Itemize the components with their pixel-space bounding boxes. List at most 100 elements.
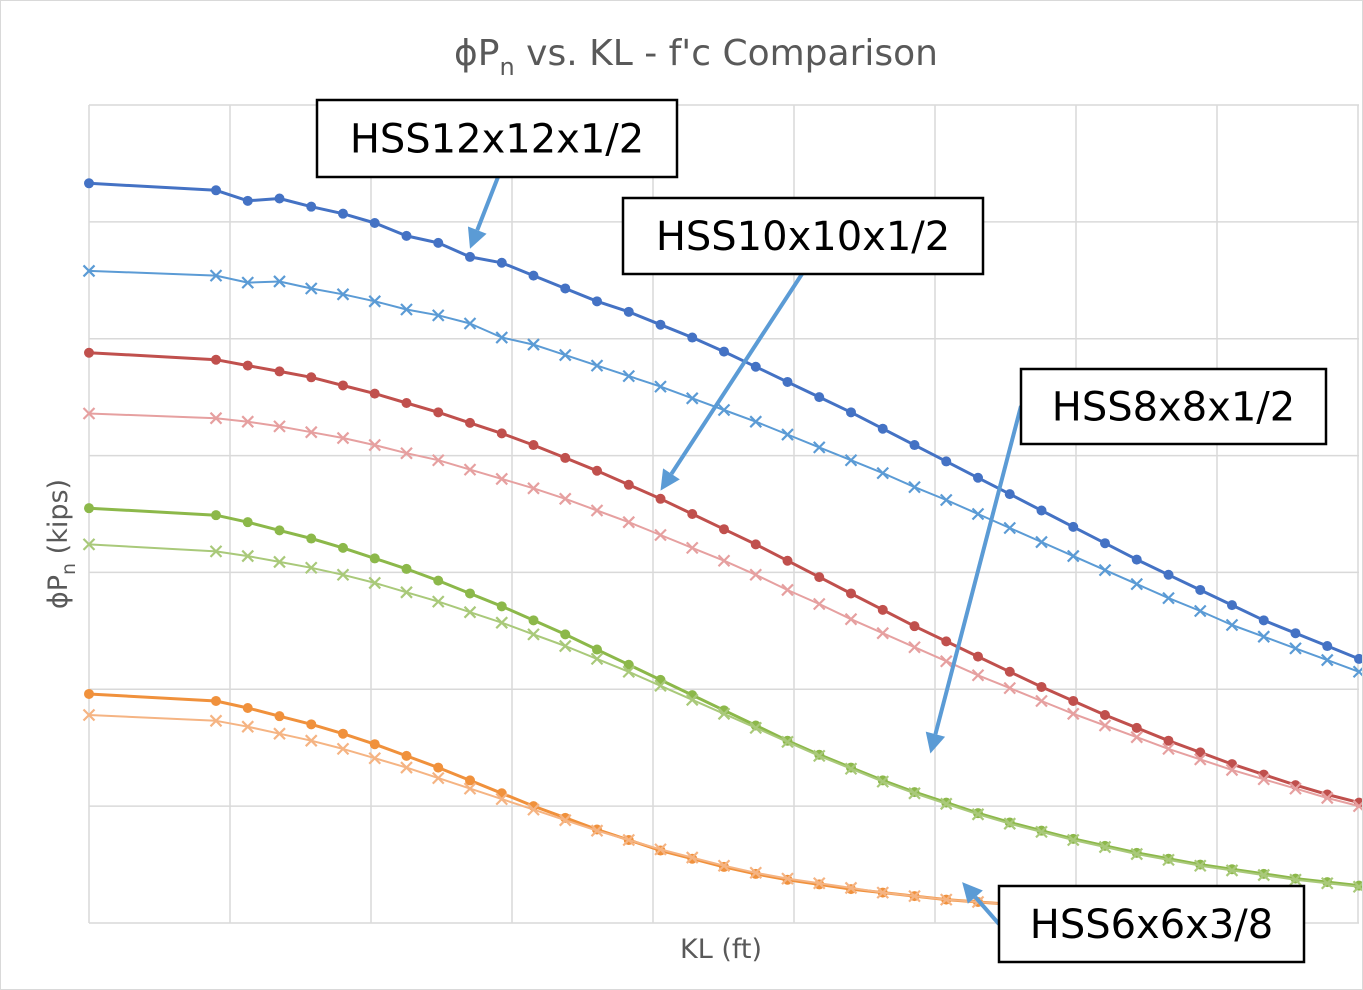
data-point	[400, 586, 413, 599]
data-point	[336, 431, 350, 445]
data-point	[336, 742, 350, 756]
data-point	[82, 538, 96, 551]
data-point	[622, 665, 636, 679]
annotation-arrow-head	[962, 882, 983, 904]
data-point	[844, 762, 858, 776]
data-point	[939, 493, 953, 507]
data-point	[304, 425, 318, 439]
data-point	[274, 711, 285, 722]
series-hss10x10x1-2-dot	[84, 347, 1362, 808]
annotation-label: HSS8x8x1/2	[1052, 385, 1295, 431]
data-point	[876, 775, 890, 788]
data-point	[1035, 694, 1048, 708]
annotation-arrows	[467, 176, 1023, 926]
data-point	[622, 833, 636, 847]
data-point	[241, 549, 255, 563]
data-point	[846, 407, 856, 418]
data-point	[877, 604, 888, 615]
data-point	[1131, 554, 1142, 565]
annotation-callout: HSS12x12x1/2	[315, 98, 679, 179]
chart-title-main: ϕP	[454, 33, 499, 74]
data-point	[400, 303, 413, 316]
data-point	[908, 889, 921, 903]
data-point	[654, 843, 667, 856]
annotation-box	[1019, 367, 1328, 446]
data-point	[1066, 707, 1080, 721]
data-point	[431, 771, 445, 785]
data-point	[844, 453, 858, 467]
data-point	[528, 615, 539, 626]
data-point	[368, 576, 382, 590]
data-point	[401, 750, 412, 761]
data-point	[685, 392, 699, 405]
data-point	[1130, 577, 1144, 591]
data-point	[465, 417, 475, 428]
data-point	[685, 851, 699, 864]
data-point	[558, 348, 572, 362]
data-point	[431, 595, 445, 608]
data-point	[654, 679, 667, 693]
data-point	[1004, 489, 1015, 500]
data-point	[368, 295, 382, 308]
data-point	[463, 605, 477, 619]
annotation-arrow-head	[467, 226, 487, 249]
data-point	[306, 533, 317, 544]
data-point	[1257, 772, 1271, 786]
data-point	[1352, 880, 1362, 894]
data-point	[654, 380, 667, 393]
data-point	[846, 588, 856, 599]
data-point	[592, 644, 602, 655]
data-point	[209, 269, 223, 282]
data-point	[1162, 742, 1175, 756]
data-point	[306, 201, 317, 212]
data-point	[1289, 642, 1302, 655]
data-point	[495, 616, 509, 629]
data-point	[590, 652, 604, 666]
data-point	[623, 659, 634, 670]
data-point	[844, 881, 858, 895]
data-point	[1290, 628, 1301, 639]
data-point	[1193, 753, 1207, 766]
data-point	[368, 438, 382, 452]
annotation-callout: HSS6x6x3/8	[997, 884, 1306, 964]
data-point	[622, 369, 636, 383]
data-point	[844, 612, 858, 626]
data-point	[1003, 681, 1017, 695]
data-point	[465, 588, 475, 599]
data-point	[465, 775, 475, 786]
data-point	[781, 872, 794, 885]
data-point	[782, 376, 793, 387]
data-point	[1257, 630, 1271, 643]
y-axis-title-subscript: n	[58, 563, 80, 575]
data-point	[304, 734, 318, 747]
data-point	[306, 719, 317, 730]
data-point	[1130, 730, 1144, 744]
data-point	[558, 639, 572, 653]
series-line	[88, 714, 1201, 915]
data-point	[655, 319, 666, 330]
data-point	[1163, 735, 1174, 746]
data-point	[209, 714, 223, 728]
data-point	[939, 654, 953, 668]
data-point	[814, 392, 825, 403]
data-point	[1320, 791, 1334, 805]
data-point	[1004, 666, 1015, 677]
data-point	[338, 380, 348, 391]
annotation-arrow-head	[925, 731, 946, 754]
data-point	[274, 193, 285, 204]
annotation-box	[621, 196, 985, 276]
data-point	[369, 553, 380, 564]
data-point	[876, 886, 890, 899]
data-point	[84, 347, 94, 358]
data-point	[336, 288, 350, 301]
data-point	[304, 282, 318, 295]
data-point	[971, 507, 985, 521]
data-point	[1130, 847, 1144, 861]
series-line	[88, 181, 1360, 661]
annotation-arrow-line	[669, 272, 804, 475]
data-point	[812, 876, 826, 890]
annotation-label: HSS6x6x3/8	[1030, 902, 1273, 948]
data-point	[749, 568, 763, 582]
annotation-callout: HSS8x8x1/2	[1019, 367, 1328, 446]
